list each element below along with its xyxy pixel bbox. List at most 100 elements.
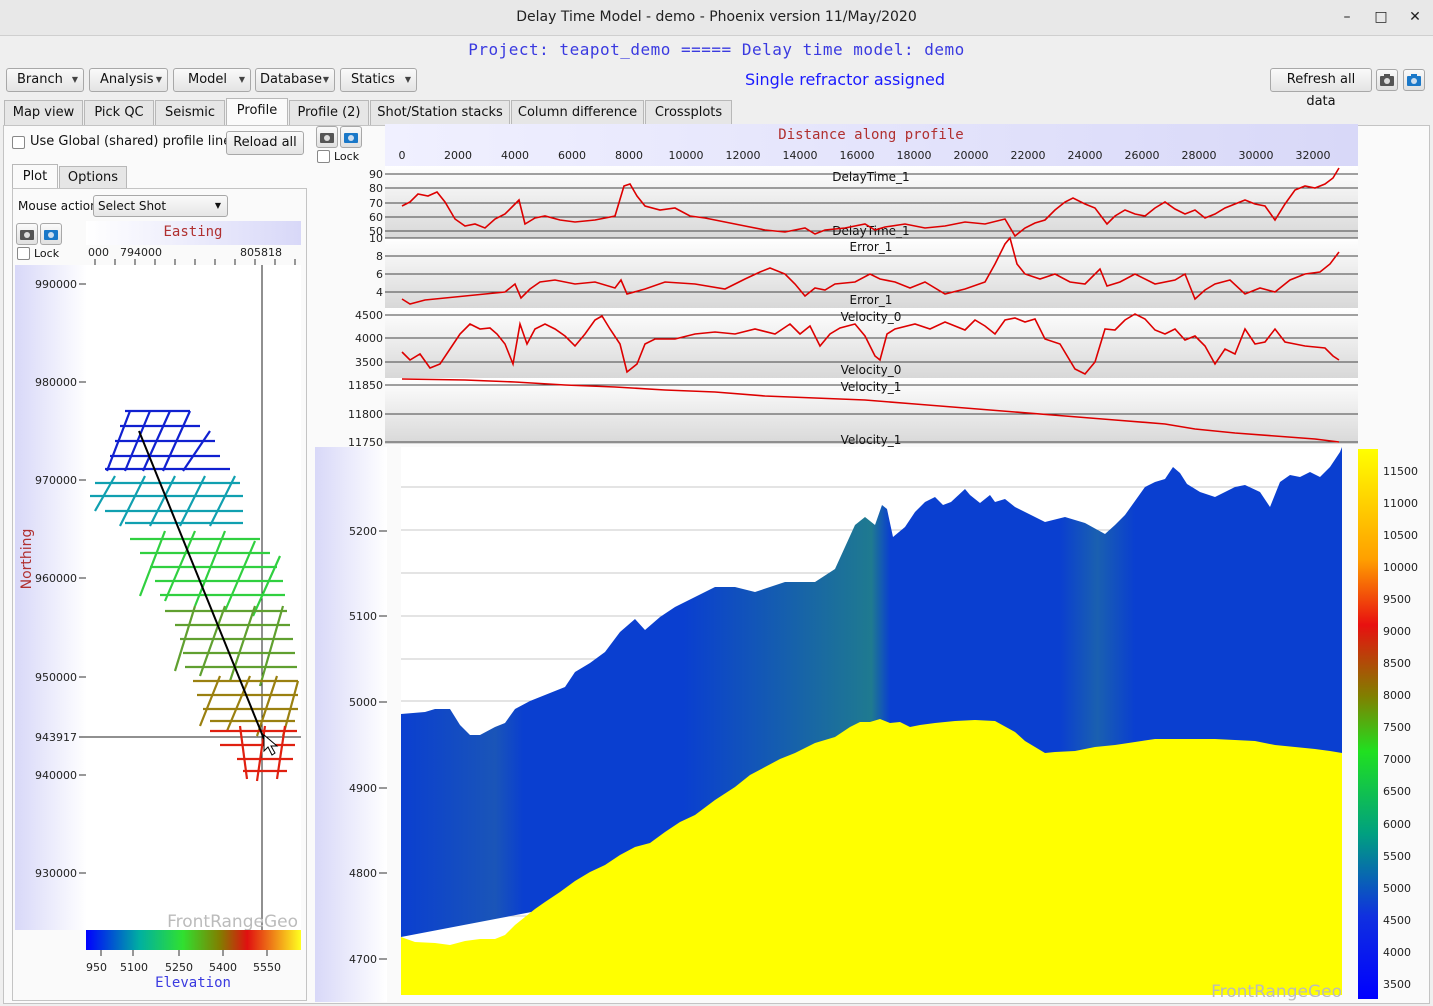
database-menu[interactable]: Database ▼ — [255, 68, 335, 92]
subtab-options[interactable]: Options — [59, 166, 127, 189]
error-curve — [401, 236, 1340, 305]
tab-seismic[interactable]: Seismic — [155, 100, 225, 125]
profile-xtick: 32000 — [1296, 149, 1331, 162]
delaytime-ytick: 80 — [369, 182, 383, 195]
tab-shot-station-stacks[interactable]: Shot/Station stacks — [370, 100, 510, 125]
chevron-down-icon: ▼ — [71, 75, 78, 84]
tab-column-difference[interactable]: Column difference — [511, 100, 644, 125]
map-yaxis-band — [15, 265, 87, 930]
profile-tracks[interactable]: Distance along profile 0 2000 4000 6000 … — [315, 124, 1427, 448]
velocity0-curve — [401, 313, 1340, 375]
velocity-colorbar — [1358, 449, 1378, 999]
vbar-tick: 3500 — [1383, 978, 1411, 991]
profile-xtick: 8000 — [615, 149, 643, 162]
analysis-menu[interactable]: Analysis ▼ — [89, 68, 168, 92]
map-ytick: 943917 — [35, 731, 77, 744]
map-canvas — [86, 265, 301, 930]
map-lock-checkbox[interactable] — [17, 247, 30, 260]
velocity0-ytick: 4000 — [355, 332, 383, 345]
map-x-title: Easting — [163, 224, 222, 240]
map-ytick: 940000 — [35, 769, 77, 782]
error-ytick: 4 — [376, 286, 383, 299]
map-xtick: 000 — [88, 246, 109, 259]
mouse-action-select[interactable]: Select Shot ▼ — [93, 195, 228, 217]
camera-blue-icon[interactable] — [1403, 69, 1425, 91]
refresh-all-button[interactable]: Refresh all data — [1270, 68, 1372, 109]
weathering-layer — [401, 447, 1342, 937]
error-ytick: 8 — [376, 250, 383, 263]
mouse-action-label: Mouse action — [18, 199, 98, 213]
branch-menu-label: Branch — [17, 72, 63, 87]
tab-profile[interactable]: Profile — [226, 98, 288, 126]
velocity1-curve — [401, 378, 1340, 443]
vbar-tick: 11500 — [1383, 465, 1418, 478]
map-plot[interactable]: Easting Northing 000 794000 805818 99000… — [15, 221, 305, 996]
map-lock-label: Lock — [34, 247, 60, 260]
section-ytick: 5100 — [349, 610, 377, 623]
vbar-tick: 8500 — [1383, 657, 1411, 670]
map-ytick: 990000 — [35, 278, 77, 291]
tab-pick-qc[interactable]: Pick QC — [84, 100, 154, 125]
velocity1-label-bottom: Velocity_1 — [841, 433, 902, 447]
profile-xtick: 30000 — [1239, 149, 1274, 162]
vbar-tick: 6000 — [1383, 818, 1411, 831]
profile-xtick: 14000 — [783, 149, 818, 162]
vbar-tick: 9500 — [1383, 593, 1411, 606]
subtab-plot[interactable]: Plot — [12, 164, 58, 189]
vbar-tick: 5000 — [1383, 882, 1411, 895]
profile-xtick: 16000 — [840, 149, 875, 162]
profile-camera-icon[interactable] — [316, 126, 338, 148]
profile-x-title: Distance along profile — [778, 127, 963, 143]
cursor-arrow-icon — [263, 733, 279, 756]
map-ytick: 930000 — [35, 867, 77, 880]
chevron-down-icon: ▼ — [155, 75, 162, 84]
close-button[interactable]: ✕ — [1409, 9, 1421, 25]
delaytime-ytick: 90 — [369, 168, 383, 181]
profile-xtick: 4000 — [501, 149, 529, 162]
tab-crossplots[interactable]: Crossplots — [645, 100, 732, 125]
colorbar-tick: 5100 — [120, 961, 148, 974]
vbar-tick: 5500 — [1383, 850, 1411, 863]
map-camera-icon[interactable] — [16, 223, 38, 245]
profile-xtick: 6000 — [558, 149, 586, 162]
profile-xtick: 18000 — [897, 149, 932, 162]
model-menu[interactable]: Model ▼ — [173, 68, 251, 92]
profile-xtick: 28000 — [1182, 149, 1217, 162]
project-heading: Project: teapot_demo ===== Delay time mo… — [468, 40, 965, 59]
vbar-tick: 7500 — [1383, 721, 1411, 734]
error-ytick: 6 — [376, 268, 383, 281]
delaytime-label-top: DelayTime_1 — [832, 170, 909, 184]
map-camera-blue-icon[interactable] — [40, 223, 62, 245]
profile-xtick: 20000 — [954, 149, 989, 162]
global-profile-label: Use Global (shared) profile line — [30, 134, 232, 149]
tab-map-view[interactable]: Map view — [4, 100, 83, 125]
global-profile-checkbox[interactable] — [12, 136, 25, 149]
velocity0-ytick: 3500 — [355, 356, 383, 369]
map-watermark: FrontRangeGeo — [167, 912, 298, 932]
velocity1-ytick: 11750 — [348, 436, 383, 448]
reload-all-button[interactable]: Reload all — [226, 131, 304, 155]
profile-lock-checkbox[interactable] — [317, 150, 330, 163]
minimize-button[interactable]: – — [1343, 9, 1351, 25]
vbar-tick: 6500 — [1383, 785, 1411, 798]
error-ytick: 10 — [369, 232, 383, 245]
section-yaxis-band — [315, 447, 387, 1002]
profile-camera-blue-icon[interactable] — [340, 126, 362, 148]
error-track — [385, 238, 1358, 308]
statics-menu[interactable]: Statics ▼ — [340, 68, 417, 92]
map-xaxis-band — [86, 221, 301, 245]
branch-menu[interactable]: Branch ▼ — [6, 68, 84, 92]
tab-profile-2[interactable]: Profile (2) — [289, 100, 369, 125]
velocity1-track — [385, 378, 1358, 444]
profile-line[interactable] — [138, 430, 265, 740]
delaytime-track — [385, 166, 1358, 238]
maximize-button[interactable]: □ — [1374, 9, 1388, 25]
velocity1-ytick: 11800 — [348, 408, 383, 421]
velocity0-label-bottom: Velocity_0 — [841, 363, 902, 377]
velocity0-label-top: Velocity_0 — [841, 310, 902, 324]
delaytime-curve — [401, 167, 1340, 238]
camera-icon[interactable] — [1376, 69, 1398, 91]
profile-xtick: 24000 — [1068, 149, 1103, 162]
velocity-section[interactable]: 5200 5100 5000 4900 4800 4700 FrontRange… — [315, 447, 1427, 1002]
profile-xaxis-band — [385, 124, 1358, 166]
